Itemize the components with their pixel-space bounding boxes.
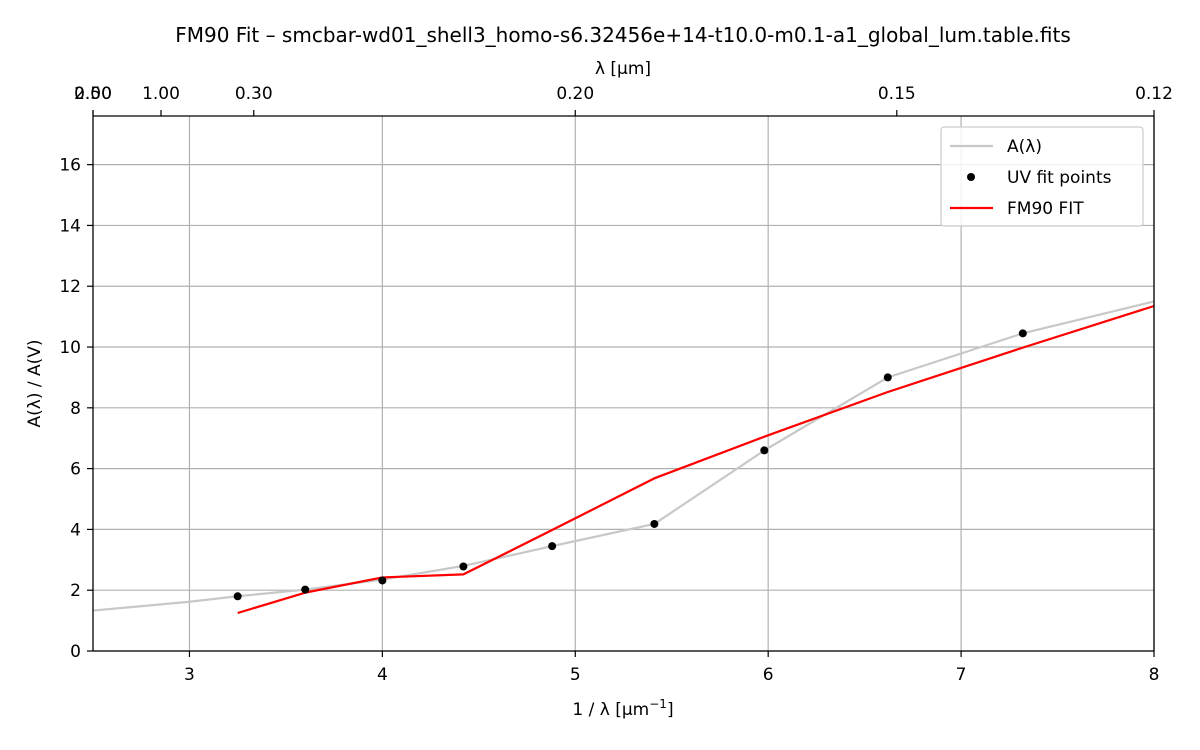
uv-fit-point [883,373,892,382]
uv-fit-point [760,446,769,455]
legend-box [940,126,1144,227]
legend-point-swatch [967,173,975,181]
y-tick-label: 16 [59,156,81,176]
y-tick-label: 8 [70,399,81,419]
y-tick-label: 2 [70,581,81,601]
x-tick-label: 5 [570,665,581,685]
uv-fit-point [650,519,659,528]
x-tick-label: 7 [956,665,967,685]
x-tick-label: 3 [184,665,195,685]
top-tick-label: 2.00 [74,84,112,104]
uv-fit-point [233,592,242,601]
uv-fit-point [301,585,310,594]
y-tick-label: 6 [70,460,81,480]
x-tick-label: 6 [763,665,774,685]
y-tick-label: 12 [59,277,81,297]
legend-label: UV fit points [1007,168,1112,188]
uv-fit-point [459,562,468,571]
top-tick-label: 0.20 [556,84,594,104]
y-tick-label: 10 [59,338,81,358]
x-tick-label: 4 [377,665,388,685]
y-tick-label: 0 [70,642,81,662]
x-tick-label: 8 [1149,665,1160,685]
top-tick-label: 0.50 [74,84,112,104]
uv-fit-point [1018,329,1027,338]
plot-series-group [93,300,1154,615]
x-axis-label-end: ] [667,700,674,720]
x-axis-label-main: 1 / λ [μm [572,700,649,720]
top-tick-label: 0.30 [235,84,273,104]
uv-fit-point [548,542,557,551]
extinction-curve-line [93,300,1154,612]
y-axis-label: A(λ) / A(V) [25,339,45,427]
top-tick-label: 1.00 [142,84,180,104]
y-tick-label: 4 [70,520,81,540]
top-tick-label: 0.12 [1135,84,1173,104]
legend-label: A(λ) [1007,137,1042,157]
x-axis-label: 1 / λ [μm−1] [572,697,673,720]
top-tick-label: 0.15 [878,84,916,104]
y-tick-label: 14 [59,216,81,236]
legend-label: FM90 FIT [1007,199,1084,219]
x-axis-label-superscript: −1 [649,697,667,711]
fm90-fit-line [237,304,1154,615]
uv-fit-point [378,576,387,585]
chart-title: FM90 Fit – smcbar-wd01_shell3_homo-s6.32… [175,23,1071,47]
top-axis-label: λ [μm] [595,59,651,79]
